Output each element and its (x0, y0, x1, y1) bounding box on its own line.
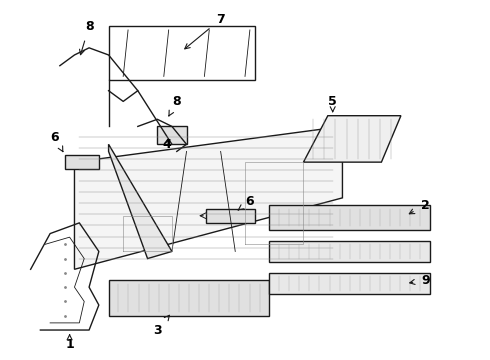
Polygon shape (109, 280, 270, 316)
Polygon shape (74, 126, 343, 269)
Text: 4: 4 (163, 138, 172, 151)
Text: 1: 1 (65, 335, 74, 351)
Text: 5: 5 (328, 95, 337, 112)
Polygon shape (270, 241, 430, 262)
Polygon shape (270, 273, 430, 294)
Text: 2: 2 (409, 198, 430, 214)
Text: 8: 8 (79, 20, 94, 55)
Polygon shape (157, 126, 187, 144)
Text: 6: 6 (238, 195, 254, 210)
Polygon shape (65, 155, 99, 169)
Text: 6: 6 (50, 131, 63, 152)
Polygon shape (206, 208, 255, 223)
Polygon shape (109, 144, 172, 258)
Polygon shape (270, 205, 430, 230)
Text: 7: 7 (185, 13, 225, 49)
Text: 3: 3 (153, 315, 170, 337)
Text: 9: 9 (410, 274, 430, 287)
Text: 8: 8 (169, 95, 181, 116)
Polygon shape (303, 116, 401, 162)
